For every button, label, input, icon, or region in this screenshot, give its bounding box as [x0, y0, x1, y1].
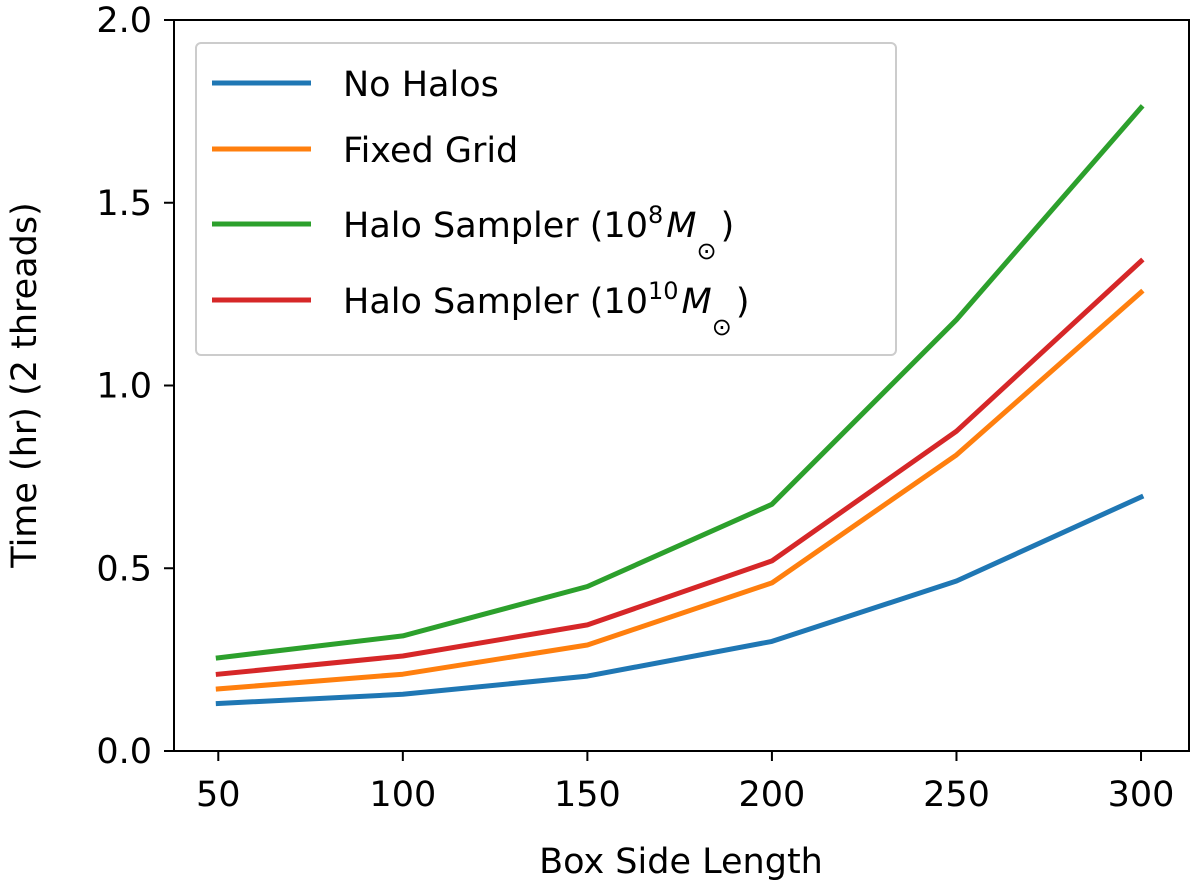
y-tick-label: 1.0 — [96, 367, 152, 407]
y-tick-label: 2.0 — [96, 1, 152, 41]
x-tick-label: 250 — [923, 775, 990, 815]
legend-box — [195, 42, 897, 356]
legend-label-1: No Halos — [343, 65, 499, 105]
series-layer — [215, 104, 1145, 707]
series-line-3 — [215, 104, 1145, 661]
y-tick-label: 0.5 — [96, 549, 152, 589]
y-tick-label: 1.5 — [96, 184, 152, 224]
y-tick-label: 0.0 — [96, 732, 152, 772]
legend-label-4: Halo Sampler (1010M⊙) — [343, 277, 749, 341]
series-line-2 — [215, 288, 1145, 692]
x-tick-label: 50 — [196, 775, 241, 815]
legend: No Halos Fixed Grid Halo Sampler (108M⊙) Ha… — [195, 42, 897, 356]
x-tick-label: 200 — [739, 775, 806, 815]
x-tick-label: 300 — [1108, 775, 1175, 815]
ticks-layer: 50 100 150 200 250 300 0.0 0.5 1.0 1.5 2.0 — [96, 1, 1174, 815]
series-line-4 — [215, 257, 1145, 677]
legend-label-2: Fixed Grid — [343, 131, 518, 171]
x-tick-label: 100 — [369, 775, 436, 815]
x-tick-label: 150 — [554, 775, 621, 815]
y-axis-title: Time (hr) (2 threads) — [5, 202, 45, 568]
series-line-1 — [215, 493, 1145, 707]
legend-label-3: Halo Sampler (108M⊙) — [343, 201, 734, 265]
x-axis-title: Box Side Length — [539, 842, 823, 882]
